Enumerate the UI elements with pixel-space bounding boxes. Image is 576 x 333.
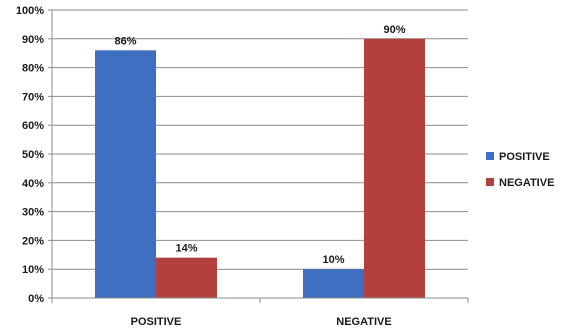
x-axis-categories: POSITIVE NEGATIVE — [51, 298, 469, 328]
data-label: 90% — [383, 24, 405, 36]
y-axis-ticks: 0% 10% 20% 30% 40% 50% 60% 70% 80% 90% 100% — [16, 5, 52, 305]
data-label: 14% — [175, 243, 197, 255]
legend: POSITIVE NEGATIVE — [486, 151, 554, 189]
y-tick-label: 50% — [22, 149, 44, 161]
y-tick-label: 10% — [22, 264, 44, 276]
x-category-label: NEGATIVE — [336, 316, 391, 328]
data-label: 86% — [114, 35, 136, 47]
legend-label-positive: POSITIVE — [499, 151, 550, 163]
bar-positive-negative — [303, 269, 364, 298]
y-tick-label: 100% — [16, 5, 44, 17]
y-tick-label: 40% — [22, 178, 44, 190]
data-label: 10% — [322, 254, 344, 266]
bar-positive-positive — [95, 50, 156, 298]
legend-swatch-positive — [486, 152, 494, 160]
y-tick-label: 0% — [28, 293, 44, 305]
data-labels: 86% 14% 10% 90% — [114, 24, 405, 266]
x-category-label: POSITIVE — [131, 316, 182, 328]
bars — [95, 38, 425, 299]
bar-negative-positive — [156, 257, 217, 298]
y-tick-label: 30% — [22, 207, 44, 219]
y-tick-label: 70% — [22, 91, 44, 103]
legend-swatch-negative — [486, 178, 494, 186]
y-tick-label: 20% — [22, 235, 44, 247]
legend-label-negative: NEGATIVE — [499, 177, 554, 189]
y-tick-label: 90% — [22, 34, 44, 46]
y-tick-label: 60% — [22, 120, 44, 132]
bar-negative-negative — [364, 38, 425, 299]
y-tick-label: 80% — [22, 63, 44, 75]
